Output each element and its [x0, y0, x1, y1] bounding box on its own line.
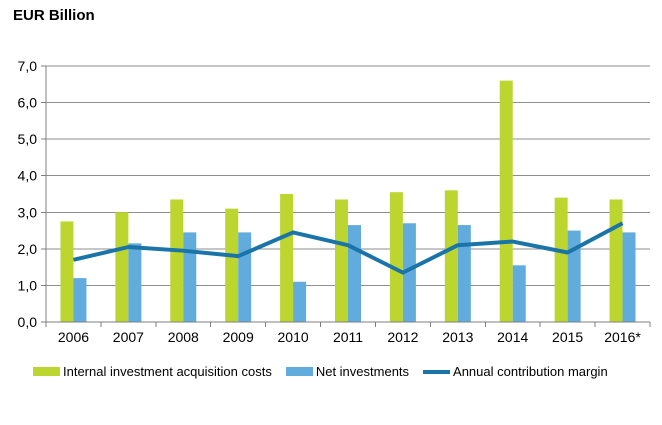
legend-swatch-line-icon: [423, 369, 451, 374]
line-annual-contribution-margin: [73, 221, 624, 275]
bar-internal-investment-acquisition-costs: [444, 190, 458, 322]
bar-net-investments: [567, 230, 581, 322]
x-axis-label: 2010: [278, 329, 309, 345]
bar-net-investments: [183, 232, 197, 322]
bar-internal-investment-acquisition-costs: [60, 221, 74, 322]
bar-net-investments: [512, 265, 526, 322]
legend-label-net-investments: Net investments: [315, 364, 410, 379]
bar-net-investments: [238, 232, 252, 322]
legend: Internal investment acquisition costs Ne…: [33, 364, 608, 379]
bar-net-investments: [622, 232, 636, 322]
bar-internal-investment-acquisition-costs: [225, 208, 239, 322]
y-axis-label: 3,0: [18, 204, 38, 220]
bar-internal-investment-acquisition-costs: [335, 199, 348, 322]
y-axis-label: 7,0: [18, 58, 38, 74]
x-axis-label: 2007: [113, 329, 144, 345]
bar-internal-investment-acquisition-costs: [554, 197, 568, 322]
chart-title: EUR Billion: [13, 7, 95, 24]
bar-internal-investment-acquisition-costs: [170, 199, 184, 322]
bar-net-investments: [457, 225, 471, 322]
x-axis-label: 2015: [552, 329, 583, 345]
y-axis-label: 2,0: [18, 241, 38, 257]
legend-label-internal-investment-acquisition-costs: Internal investment acquisition costs: [63, 364, 272, 379]
y-axis-label: 4,0: [18, 168, 38, 184]
y-axis-label: 1,0: [18, 277, 38, 293]
bar-internal-investment-acquisition-costs: [280, 194, 294, 322]
bar-net-investments: [348, 225, 361, 322]
x-axis-label: 2011: [333, 329, 363, 345]
legend-label-annual-contribution-margin: Annual contribution margin: [453, 364, 608, 379]
bar-net-investments: [293, 281, 307, 322]
x-axis-label: 2014: [497, 329, 528, 345]
y-axis-label: 6,0: [18, 95, 38, 111]
y-axis-label: 0,0: [18, 314, 38, 330]
bar-net-investments: [128, 243, 142, 322]
bar-internal-investment-acquisition-costs: [115, 212, 129, 322]
x-axis-label: 2006: [58, 329, 89, 345]
bar-net-investments: [73, 278, 87, 322]
bar-internal-investment-acquisition-costs: [389, 192, 403, 322]
y-axis-label: 5,0: [18, 131, 38, 147]
x-axis-label: 2012: [387, 329, 418, 345]
x-axis-label: 2016*: [604, 329, 641, 345]
legend-swatch-blue-bar-icon: [285, 367, 313, 376]
bar-net-investments: [402, 223, 416, 322]
x-axis-label: 2013: [442, 329, 473, 345]
x-axis-label: 2009: [223, 329, 254, 345]
bar-internal-investment-acquisition-costs: [499, 80, 513, 322]
bar-internal-investment-acquisition-costs: [609, 199, 623, 322]
x-axis-label: 2008: [168, 329, 199, 345]
legend-item-net-investments: Net investments: [285, 364, 410, 379]
legend-swatch-green-bar-icon: [33, 367, 60, 376]
legend-item-annual-contribution-margin: Annual contribution margin: [423, 364, 608, 379]
legend-item-internal-investment-acquisition-costs: Internal investment acquisition costs: [33, 364, 272, 379]
